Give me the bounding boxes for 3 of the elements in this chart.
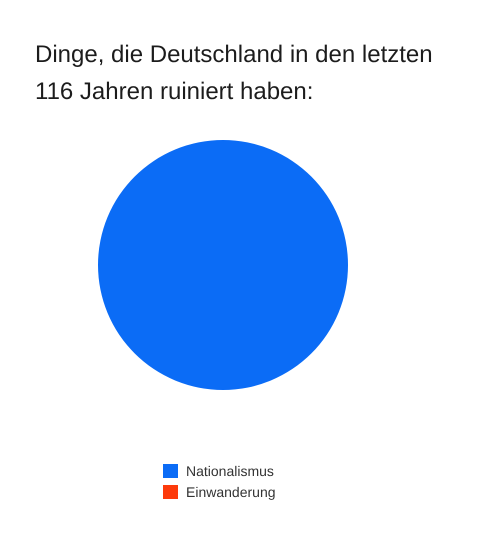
chart-title: Dinge, die Deutschland in den letzten 116 Jahren ruiniert haben: [35, 40, 434, 107]
legend-label: Nationalismus [186, 463, 274, 479]
legend-label: Einwanderung [186, 484, 276, 500]
